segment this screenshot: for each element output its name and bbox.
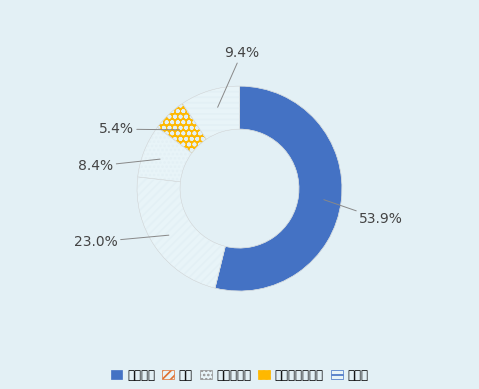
Text: 9.4%: 9.4% xyxy=(217,46,259,107)
Wedge shape xyxy=(158,103,206,153)
Legend: チャット, 電力, 野菜・果物, 化学・建設資材, その他: チャット, 電力, 野菜・果物, 化学・建設資材, その他 xyxy=(111,369,368,382)
Text: 23.0%: 23.0% xyxy=(74,235,169,249)
Wedge shape xyxy=(137,177,225,288)
Wedge shape xyxy=(182,86,240,139)
Text: 5.4%: 5.4% xyxy=(99,122,180,136)
Wedge shape xyxy=(137,127,192,182)
Text: 53.9%: 53.9% xyxy=(324,200,403,226)
Wedge shape xyxy=(215,86,342,291)
Text: 8.4%: 8.4% xyxy=(79,159,160,173)
